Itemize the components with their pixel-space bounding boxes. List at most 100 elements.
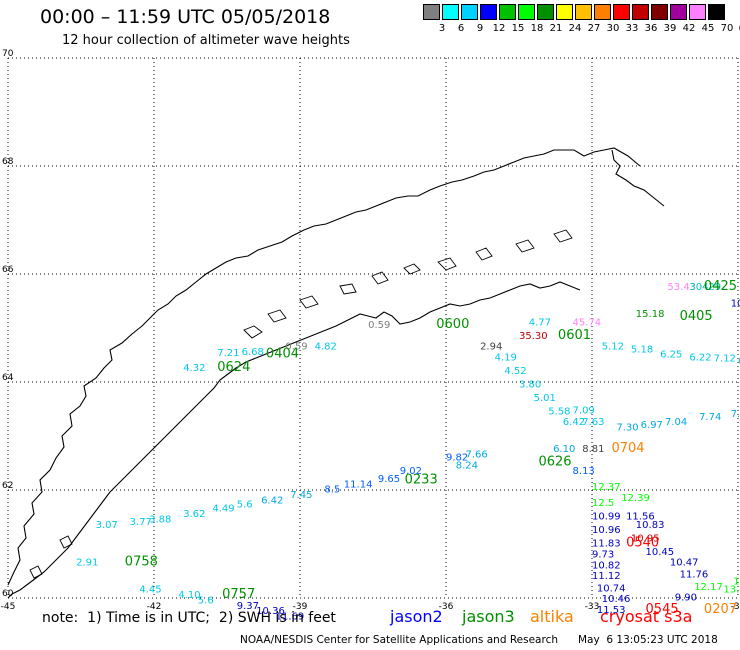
wave-height-label: 9.73 bbox=[592, 550, 614, 561]
wave-height-label: 8.13 bbox=[573, 466, 595, 477]
pass-time-label: 0626 bbox=[538, 455, 571, 470]
wave-height-label: 6.97 bbox=[641, 420, 663, 431]
wave-height-label: 35.30 bbox=[519, 331, 548, 342]
wave-height-label: 11.76 bbox=[680, 569, 709, 580]
wave-height-label: 7.21 bbox=[217, 348, 239, 359]
scale-swatch bbox=[442, 4, 459, 20]
scale-label: 21 bbox=[549, 23, 563, 34]
lon-tick-label: -39 bbox=[293, 602, 308, 612]
wave-height-label: 12.37 bbox=[592, 482, 621, 493]
wave-height-label: 2.91 bbox=[76, 558, 98, 569]
legend-item: cryosat s3a bbox=[600, 607, 693, 626]
scale-swatch bbox=[689, 4, 706, 20]
scale-label: 6 bbox=[457, 23, 465, 34]
pass-time-label: 0425 bbox=[704, 279, 737, 294]
lat-tick-label: 66 bbox=[2, 265, 14, 275]
pass-time-label: 0601 bbox=[558, 328, 591, 343]
pass-time-label: 0758 bbox=[125, 555, 158, 570]
lon-tick-label: -33 bbox=[585, 602, 600, 612]
scale-swatch bbox=[461, 4, 478, 20]
wave-height-label: 10.83 bbox=[636, 520, 665, 531]
scale-swatch bbox=[556, 4, 573, 20]
wave-height-label: 53.43 bbox=[667, 282, 696, 293]
legend-item: jason2 bbox=[390, 607, 443, 626]
wave-height-label: 10.36 bbox=[256, 606, 285, 617]
wave-height-label: 11.69 bbox=[276, 612, 305, 623]
wave-height-label: 5.6 bbox=[198, 595, 214, 606]
wave-height-label: 10.45 bbox=[646, 547, 675, 558]
scale-label: 45 bbox=[701, 23, 715, 34]
scale-label: 42 bbox=[682, 23, 696, 34]
wave-height-label: 10 bbox=[731, 298, 740, 309]
lat-tick-label: 70 bbox=[2, 49, 14, 59]
wave-height-label: 0.59 bbox=[368, 320, 390, 331]
scale-label: 15 bbox=[511, 23, 525, 34]
wave-height-label: 7.0 bbox=[731, 409, 740, 420]
pass-time-label: 0233 bbox=[405, 473, 438, 488]
wave-height-label: 7.12 bbox=[714, 353, 736, 364]
scale-label: 9 bbox=[476, 23, 484, 34]
wave-height-label: 9.37 bbox=[237, 601, 259, 612]
wave-height-label: 9.02 bbox=[400, 466, 422, 477]
wave-height-label: 5.58 bbox=[548, 406, 570, 417]
wave-height-label: 11.56 bbox=[626, 512, 655, 523]
wave-height-label: 3.80 bbox=[519, 379, 541, 390]
wave-height-label: 12.39 bbox=[621, 493, 650, 504]
lon-tick-label: -30 bbox=[731, 602, 740, 612]
wave-height-label: 11.83 bbox=[592, 539, 621, 550]
lon-tick-label: -36 bbox=[439, 602, 454, 612]
pass-time-label: 0545 bbox=[646, 602, 679, 617]
wave-height-label: 10.82 bbox=[592, 560, 621, 571]
wave-height-label: 7.63 bbox=[582, 417, 604, 428]
wave-height-label: 12.5 bbox=[592, 498, 614, 509]
legend-item: altika bbox=[530, 607, 574, 626]
scale-swatch bbox=[632, 4, 649, 20]
wave-height-label: 6.25 bbox=[660, 350, 682, 361]
scale-label: 3 bbox=[438, 23, 446, 34]
wave-height-label: 10.99 bbox=[592, 512, 621, 523]
wave-height-label: 12.17 bbox=[694, 582, 723, 593]
wave-height-label: 3.62 bbox=[183, 509, 205, 520]
wave-height-label: 9.90 bbox=[675, 593, 697, 604]
scale-swatch bbox=[594, 4, 611, 20]
lat-tick-label: 64 bbox=[2, 373, 14, 383]
greenland-coast-islands bbox=[29, 229, 573, 579]
map-subtitle: 12 hour collection of altimeter wave hei… bbox=[62, 33, 350, 48]
scale-swatch bbox=[708, 4, 725, 20]
wave-height-label: 15.18 bbox=[636, 309, 665, 320]
wave-height-label: 3.77 bbox=[130, 517, 152, 528]
scale-swatch bbox=[480, 4, 497, 20]
wave-height-label: 4.49 bbox=[212, 504, 234, 515]
wave-height-label: 10.47 bbox=[670, 558, 699, 569]
lat-tick-label: 60 bbox=[2, 589, 14, 599]
scale-label: 70 bbox=[720, 23, 734, 34]
wave-height-label: 4.77 bbox=[529, 317, 551, 328]
wave-height-label: 7.04 bbox=[665, 417, 687, 428]
pass-time-label: 0704 bbox=[611, 441, 644, 456]
wave-height-label: 4.32 bbox=[183, 363, 205, 374]
wave-height-label: 8.81 bbox=[582, 444, 604, 455]
pass-time-label: 0404 bbox=[266, 347, 299, 362]
wave-height-label: 11.14 bbox=[344, 479, 373, 490]
wave-height-label: 6.68 bbox=[242, 347, 264, 358]
lon-tick-label: -45 bbox=[1, 602, 16, 612]
scale-swatch bbox=[499, 4, 516, 20]
wave-height-label: 13.82 bbox=[723, 585, 740, 596]
wave-height-label: 8.5 bbox=[324, 485, 340, 496]
wave-height-label: 2.94 bbox=[480, 342, 502, 353]
map-title: 00:00 – 11:59 UTC 05/05/2018 bbox=[40, 6, 331, 28]
wave-height-label: 10.95 bbox=[631, 533, 660, 544]
wave-height-label: 0.59 bbox=[285, 342, 307, 353]
lat-lon-grid: -45 -42 -39 -36 -33 -30 70 68 66 64 62 60 bbox=[1, 49, 740, 612]
pass-time-label: 0207 bbox=[704, 602, 737, 617]
pass-time-label: 0624 bbox=[217, 360, 250, 375]
lat-tick-label: 62 bbox=[2, 481, 13, 491]
scale-swatch bbox=[518, 4, 535, 20]
scale-swatch bbox=[423, 4, 440, 20]
wave-height-label: 4.19 bbox=[495, 352, 517, 363]
wave-height-label: 7.30 bbox=[616, 423, 638, 434]
scale-swatch bbox=[575, 4, 592, 20]
pass-time-label: 0540 bbox=[626, 536, 659, 551]
legend-item: jason3 bbox=[462, 607, 515, 626]
